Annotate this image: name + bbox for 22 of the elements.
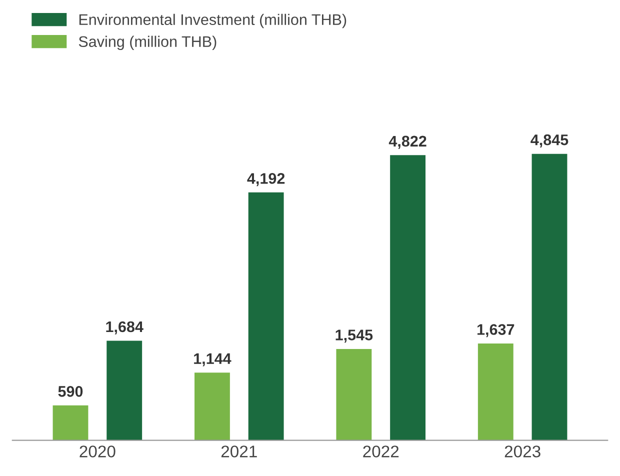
data-label: 4,822	[388, 136, 426, 149]
bar	[194, 372, 230, 440]
bar	[52, 405, 88, 440]
data-label: 4,845	[530, 134, 568, 148]
data-label: 1,545	[336, 330, 373, 343]
x-tick-label: 2023	[504, 446, 540, 458]
x-tick-label: 2022	[363, 446, 399, 458]
data-label: 1,637	[477, 324, 514, 338]
x-tick-label: 2021	[221, 446, 257, 458]
bar	[390, 155, 426, 440]
data-label: 4,192	[247, 173, 285, 186]
legend-label: Environmental Investment (million THB)	[79, 14, 346, 28]
legend-label: Saving (million THB)	[78, 36, 216, 50]
bar	[106, 340, 142, 440]
data-label: 590	[58, 386, 83, 397]
bar	[248, 192, 284, 440]
bar	[478, 344, 514, 440]
data-label: 1,684	[106, 321, 144, 334]
x-tick-label: 2020	[80, 446, 116, 458]
data-label: 1,144	[194, 353, 232, 366]
bar	[336, 348, 372, 440]
bar	[532, 154, 568, 440]
